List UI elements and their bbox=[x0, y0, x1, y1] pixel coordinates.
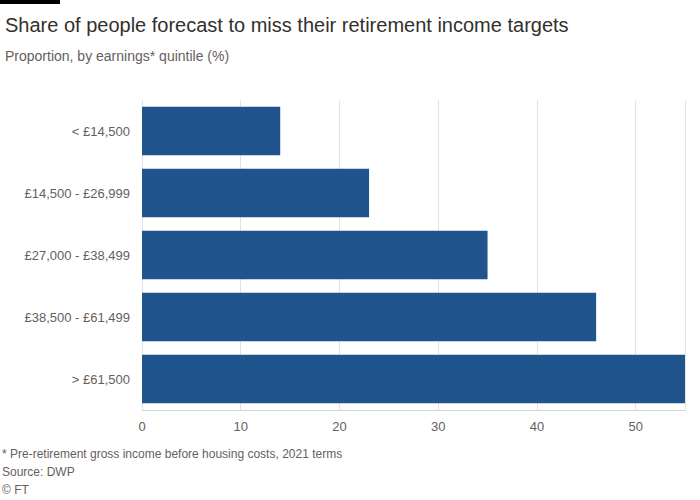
svg-text:30: 30 bbox=[431, 419, 445, 434]
svg-text:Source: DWP: Source: DWP bbox=[2, 465, 75, 479]
svg-text:£27,000 - £38,499: £27,000 - £38,499 bbox=[24, 248, 130, 263]
svg-text:£14,500 - £26,999: £14,500 - £26,999 bbox=[24, 186, 130, 201]
svg-text:0: 0 bbox=[138, 419, 145, 434]
svg-text:50: 50 bbox=[628, 419, 642, 434]
svg-text:* Pre-retirement gross income: * Pre-retirement gross income before hou… bbox=[2, 447, 342, 461]
svg-text:20: 20 bbox=[332, 419, 346, 434]
svg-text:10: 10 bbox=[233, 419, 247, 434]
svg-text:£38,500 - £61,499: £38,500 - £61,499 bbox=[24, 310, 130, 325]
svg-text:40: 40 bbox=[530, 419, 544, 434]
svg-text:< £14,500: < £14,500 bbox=[72, 124, 130, 139]
svg-text:Proportion, by earnings* quint: Proportion, by earnings* quintile (%) bbox=[5, 48, 229, 64]
svg-text:Share of people forecast to mi: Share of people forecast to miss their r… bbox=[5, 14, 569, 36]
svg-text:© FT: © FT bbox=[2, 483, 30, 497]
svg-text:> £61,500: > £61,500 bbox=[72, 372, 130, 387]
